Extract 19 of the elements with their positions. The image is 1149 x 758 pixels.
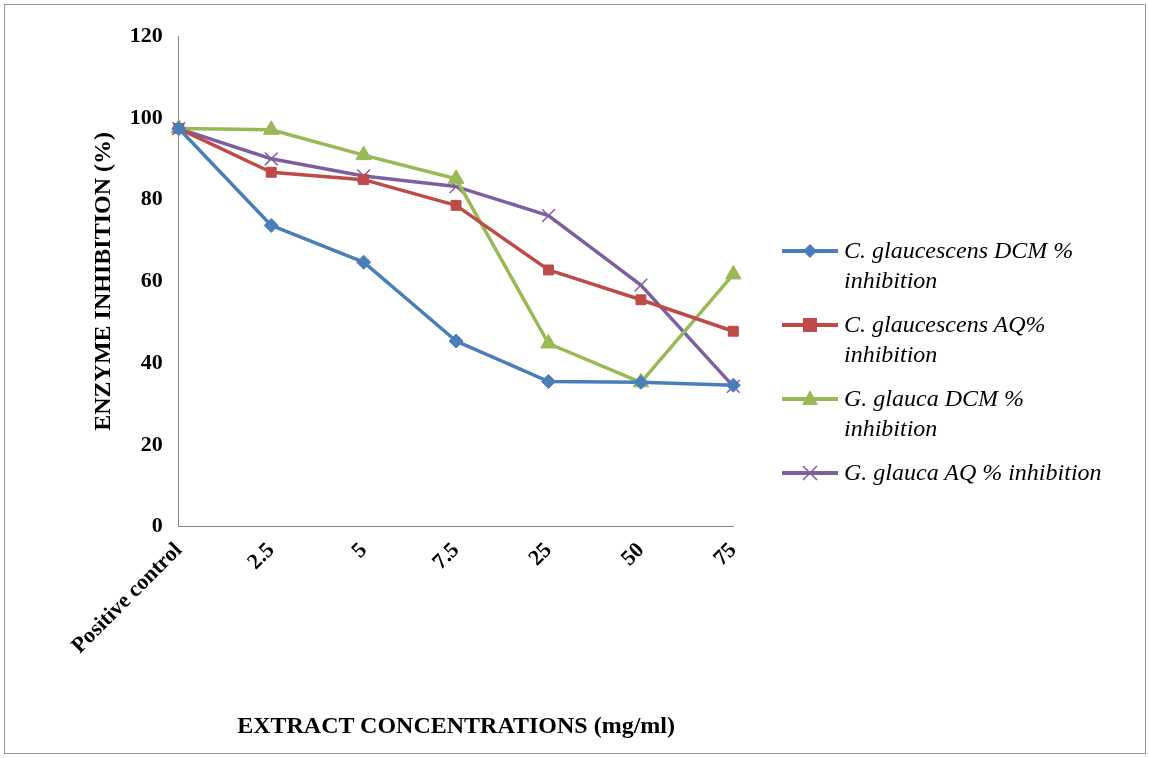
x-tick-label: 75	[707, 536, 741, 571]
x-axis-title: EXTRACT CONCENTRATIONS (mg/ml)	[237, 711, 675, 738]
x-tick-label: 25	[522, 536, 557, 571]
x-tick-label: 2.5	[241, 536, 279, 574]
x-tick-label: 50	[615, 536, 649, 571]
y-tick-label: 0	[151, 512, 163, 538]
y-tick-label: 80	[140, 185, 163, 211]
y-tick-label: 40	[140, 348, 163, 374]
x-tick-label: 7.5	[426, 536, 464, 574]
y-axis-title: ENZYME INHIBITION (%)	[88, 132, 115, 431]
legend-label: C. glaucescens DCM % inhibition	[844, 236, 1075, 295]
y-tick-label: 120	[129, 21, 163, 47]
y-tick-label: 100	[129, 103, 163, 129]
x-tick-label: 5	[345, 536, 372, 563]
legend-label: G. glauca AQ % inhibition	[844, 458, 1102, 487]
legend-label: C. glaucescens AQ% inhibition	[844, 310, 1047, 369]
y-tick-label: 20	[140, 430, 163, 456]
y-tick-label: 60	[140, 267, 163, 293]
legend-label: G. glauca DCM % inhibition	[844, 384, 1025, 443]
